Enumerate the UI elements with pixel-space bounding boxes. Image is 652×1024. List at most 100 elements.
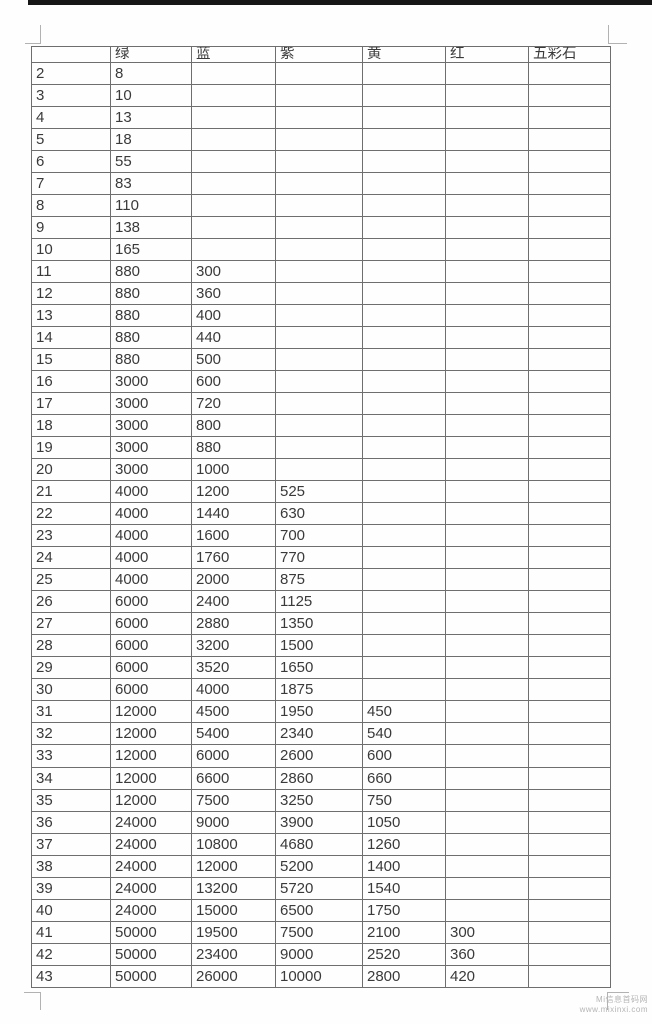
green-value-cell: 50000 [110, 942, 192, 966]
yellow-value-cell [362, 568, 446, 592]
table-row: 17 3000 720 [31, 391, 611, 416]
yellow-value-cell [362, 436, 446, 460]
table-row: 36 24000 9000 3900 1050 [31, 810, 611, 834]
blue-value-cell: 800 [191, 413, 276, 438]
multicolor-stone-value-cell [528, 127, 611, 151]
multicolor-stone-value-cell [528, 744, 611, 768]
row-level-cell: 38 [31, 854, 111, 878]
green-value-cell: 3000 [110, 458, 192, 482]
row-level-cell: 42 [31, 942, 111, 966]
table-row: 7 83 [31, 171, 611, 195]
yellow-value-cell [362, 325, 446, 349]
row-level-cell: 5 [31, 127, 111, 151]
multicolor-stone-value-cell [528, 436, 611, 460]
yellow-value-cell: 1400 [362, 854, 446, 878]
multicolor-stone-value-cell [528, 920, 611, 944]
row-level-cell: 7 [31, 171, 111, 195]
green-value-cell: 10 [110, 83, 192, 107]
red-value-cell [445, 193, 529, 217]
yellow-value-cell [362, 458, 446, 482]
multicolor-stone-value-cell [528, 634, 611, 658]
red-value-cell [445, 105, 529, 129]
yellow-value-cell [362, 502, 446, 526]
table-row: 20 3000 1000 [31, 458, 611, 482]
yellow-value-cell: 660 [362, 766, 446, 790]
table-row: 21 4000 1200 525 [31, 480, 611, 504]
blue-value-cell: 12000 [191, 854, 276, 878]
blue-value-cell: 19500 [191, 920, 276, 944]
table-row: 40 24000 15000 6500 1750 [31, 898, 611, 922]
red-value-cell [445, 524, 529, 548]
red-value-cell [445, 876, 529, 900]
blue-value-cell: 3520 [191, 656, 276, 680]
red-value-cell [445, 766, 529, 790]
row-level-cell: 32 [31, 722, 111, 746]
green-value-cell: 3000 [110, 413, 192, 438]
red-value-cell [445, 656, 529, 680]
green-value-cell: 4000 [110, 480, 192, 504]
green-value-cell: 4000 [110, 568, 192, 592]
red-value-cell [445, 898, 529, 922]
multicolor-stone-value-cell [528, 303, 611, 327]
yellow-value-cell [362, 413, 446, 438]
green-value-cell: 8 [110, 61, 192, 85]
purple-value-cell: 1650 [275, 656, 363, 680]
blue-value-cell: 7500 [191, 788, 276, 812]
green-value-cell: 165 [110, 237, 192, 261]
purple-value-cell: 10000 [275, 964, 363, 989]
green-value-cell: 24000 [110, 832, 192, 856]
purple-value-cell [275, 347, 363, 371]
multicolor-stone-value-cell [528, 237, 611, 261]
yellow-value-cell [362, 281, 446, 305]
blue-value-cell: 500 [191, 347, 276, 371]
yellow-value-cell [362, 61, 446, 85]
multicolor-stone-value-cell [528, 810, 611, 834]
red-value-cell [445, 391, 529, 416]
multicolor-stone-value-cell [528, 458, 611, 482]
blue-value-cell [191, 83, 276, 107]
table-row: 25 4000 2000 875 [31, 568, 611, 592]
yellow-value-cell [362, 369, 446, 393]
multicolor-stone-value-cell [528, 568, 611, 592]
multicolor-stone-value-cell [528, 964, 611, 989]
table-row: 9 138 [31, 215, 611, 239]
purple-value-cell [275, 436, 363, 460]
red-value-cell [445, 612, 529, 636]
row-level-cell: 12 [31, 281, 111, 305]
header-cell-purple: 紫 [275, 46, 363, 63]
multicolor-stone-value-cell [528, 347, 611, 371]
blue-value-cell [191, 193, 276, 217]
yellow-value-cell: 750 [362, 788, 446, 812]
top-crop-bar [28, 0, 652, 5]
green-value-cell: 18 [110, 127, 192, 151]
green-value-cell: 4000 [110, 502, 192, 526]
blue-value-cell: 400 [191, 303, 276, 327]
row-level-cell: 29 [31, 656, 111, 680]
multicolor-stone-value-cell [528, 876, 611, 900]
purple-value-cell [275, 105, 363, 129]
red-value-cell [445, 480, 529, 504]
row-level-cell: 17 [31, 391, 111, 416]
table-row: 24 4000 1760 770 [31, 546, 611, 570]
green-value-cell: 12000 [110, 700, 192, 724]
red-value-cell [445, 854, 529, 878]
crop-mark-bottom-right-horizontal [607, 992, 629, 993]
red-value-cell [445, 369, 529, 393]
multicolor-stone-value-cell [528, 281, 611, 305]
purple-value-cell: 3900 [275, 810, 363, 834]
yellow-value-cell [362, 127, 446, 151]
yellow-value-cell: 2520 [362, 942, 446, 966]
purple-value-cell [275, 193, 363, 217]
table-row: 19 3000 880 [31, 436, 611, 460]
green-value-cell: 138 [110, 215, 192, 239]
red-value-cell [445, 237, 529, 261]
red-value-cell [445, 810, 529, 834]
yellow-value-cell: 1260 [362, 832, 446, 856]
green-value-cell: 50000 [110, 964, 192, 989]
green-value-cell: 12000 [110, 766, 192, 790]
blue-value-cell: 360 [191, 281, 276, 305]
table-row: 34 12000 6600 2860 660 [31, 766, 611, 790]
table-row: 4 13 [31, 105, 611, 129]
row-level-cell: 9 [31, 215, 111, 239]
yellow-value-cell: 2800 [362, 964, 446, 989]
